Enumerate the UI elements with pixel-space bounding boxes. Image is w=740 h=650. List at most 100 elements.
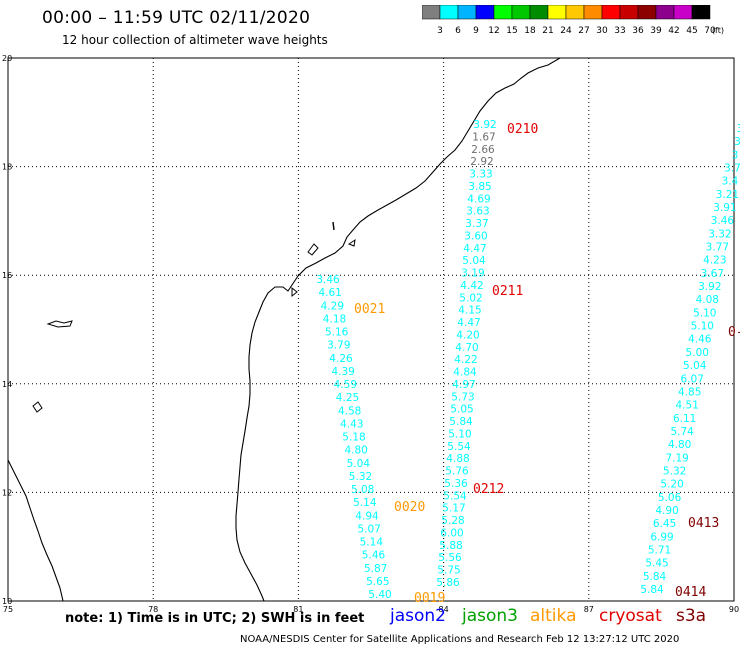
wave-height-color-legend: 3 6 9 12 15 18 21 24 27 30 33 36 39 42 45 70(ft) [422, 5, 724, 36]
wave-height-value: 2.66 [471, 144, 495, 156]
wave-height-value: 3.4 [722, 176, 739, 188]
wave-height-value: 5.84 [640, 584, 664, 596]
lat-tick-label: 20 [2, 54, 12, 63]
legend-tick-label: 18 [524, 26, 536, 36]
wave-height-value: 4.58 [338, 405, 361, 417]
satellite-cryosat: cryosat [599, 606, 662, 626]
wave-height-value: 1.67 [472, 131, 495, 143]
wave-height-value: 7.19 [665, 452, 688, 464]
coastline-west [8, 459, 64, 601]
lat-tick-label: 16 [2, 271, 12, 280]
wave-height-value: 3.91 [713, 202, 736, 214]
wave-height-value: 5.18 [342, 432, 365, 444]
island-small [46, 320, 73, 328]
wave-height-value: 3.85 [468, 181, 491, 193]
wave-height-value: 4.26 [329, 353, 353, 365]
wave-height-value: 3 [732, 149, 739, 161]
legend-tick-label: 42 [668, 26, 679, 36]
wave-height-value: 3 [734, 136, 740, 148]
wave-height-value: 4.23 [703, 255, 726, 267]
wave-height-value: 5.16 [325, 327, 349, 339]
lon-tick-label: 90 [729, 605, 739, 614]
wave-height-value: 6.45 [653, 518, 676, 530]
wave-height-value: 5.88 [439, 540, 462, 552]
island-dot [332, 221, 335, 231]
wave-height-value: 3.7 [724, 163, 740, 175]
wave-height-value: 3.67 [701, 268, 724, 280]
satellite-s3a: s3a [676, 606, 707, 626]
legend-tick-label: 21 [542, 26, 553, 36]
satellite-jason3: jason3 [462, 606, 518, 626]
pass-label: 0210 [507, 122, 538, 137]
legend-unit: (ft) [712, 26, 724, 35]
wave-height-value: 5.74 [670, 426, 694, 438]
wave-height-value: 4.59 [334, 379, 357, 391]
wave-height-value: 5.32 [349, 471, 372, 483]
wave-height-value: 5.71 [648, 544, 671, 556]
pass-labels: 0210 0211 0212 0021 0020 0019 0413 0414 0- [354, 122, 740, 606]
wave-height-value: 5.05 [450, 404, 473, 416]
lon-tick-label: 84 [439, 605, 449, 614]
lon-tick-label: 87 [584, 605, 594, 614]
wave-height-value: 5.73 [451, 391, 474, 403]
wave-height-value: 5.17 [442, 503, 465, 515]
lon-tick-label: 78 [148, 605, 158, 614]
wave-height-value: 4.61 [318, 287, 341, 299]
wave-height-value: 4.39 [331, 366, 354, 378]
island-delta [291, 238, 356, 298]
pass-label: 0020 [394, 500, 425, 515]
wave-height-value: 3.92 [698, 281, 721, 293]
island-tiny [32, 401, 43, 413]
wave-height-value: 4.25 [336, 392, 359, 404]
wave-height-value: 3.63 [466, 206, 489, 218]
wave-height-value: 4.94 [355, 510, 379, 522]
wave-height-value: 4.80 [668, 439, 691, 451]
wave-height-value: 5.10 [691, 321, 714, 333]
wave-height-value: 5.86 [436, 577, 460, 589]
wave-height-value: 4.85 [678, 386, 701, 398]
wave-height-value: 4.18 [323, 313, 346, 325]
pass-label: 0413 [688, 516, 719, 531]
legend-tick-label: 3 [437, 26, 443, 36]
wave-height-value: 5.75 [437, 565, 460, 577]
legend-tick-label: 15 [506, 26, 517, 36]
wave-height-value: 4.08 [696, 294, 719, 306]
pass-label: 0- [728, 325, 740, 340]
wave-height-value: 5.76 [445, 466, 469, 478]
wave-height-value: 5.10 [448, 428, 471, 440]
pass-label: 0211 [492, 284, 523, 299]
wave-height-value: 2.92 [470, 156, 493, 168]
lat-lon-grid [7, 57, 735, 602]
wave-height-value: 5.07 [357, 523, 380, 535]
wave-height-value: 3.33 [469, 169, 492, 181]
wave-height-value: 3.92 [473, 119, 496, 131]
wave-height-value: 4.88 [446, 453, 469, 465]
wave-height-value: 4.80 [344, 445, 367, 457]
wave-height-value: 6.00 [440, 527, 463, 539]
axis-labels: 75 78 81 84 87 90 20 18 16 14 12 10 [2, 54, 739, 614]
wave-height-value: 5.00 [686, 347, 709, 359]
wave-height-value: 5.08 [351, 484, 374, 496]
legend-tick-label: 9 [473, 26, 479, 36]
wave-height-value: 5.10 [693, 307, 716, 319]
wave-height-value: 3.19 [461, 268, 484, 280]
legend-tick-label: 6 [455, 26, 461, 36]
wave-height-value: 5.36 [444, 478, 468, 490]
wave-height-value: 3.37 [465, 218, 488, 230]
wave-height-value: 4.42 [460, 280, 483, 292]
pass-label: 0414 [675, 585, 706, 600]
lat-tick-label: 14 [2, 380, 12, 389]
wave-height-value: 5.45 [645, 558, 668, 570]
wave-height-value: 5.84 [449, 416, 473, 428]
wave-height-value: 5.06 [658, 492, 682, 504]
wave-height-value: 4.84 [453, 367, 477, 379]
legend-tick-label: 33 [614, 26, 625, 36]
map-title: 00:00 – 11:59 UTC 02/11/2020 [42, 8, 311, 28]
wave-height-value: 6.99 [650, 531, 673, 543]
wave-height-value: 5.04 [462, 255, 486, 267]
wave-height-value: 4.97 [452, 379, 475, 391]
wave-height-value: 5.65 [366, 576, 389, 588]
wave-height-value: 5.28 [441, 515, 464, 527]
wave-height-value: 3 [737, 123, 740, 135]
